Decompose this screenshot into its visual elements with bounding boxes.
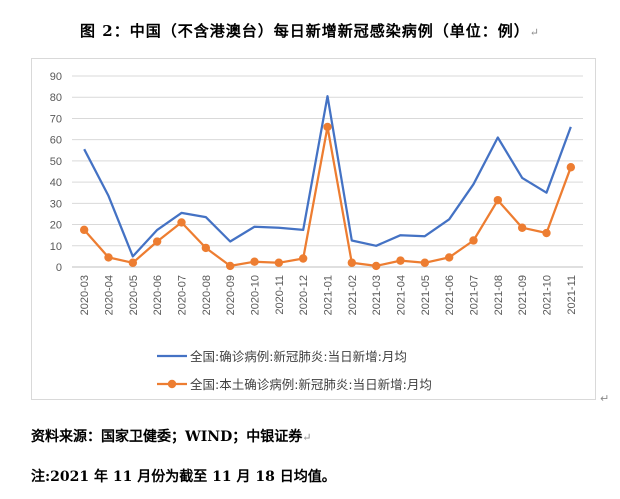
series-line-1	[83, 95, 572, 258]
data-point	[371, 261, 381, 271]
x-tick-label: 2021-03	[371, 275, 383, 315]
data-point	[274, 258, 284, 267]
data-point	[298, 254, 308, 263]
x-tick-label: 2020-12	[298, 275, 310, 315]
x-tick-label: 2021-10	[542, 275, 554, 315]
x-tick-label: 2021-06	[444, 275, 456, 315]
y-tick-label: 80	[50, 92, 62, 104]
data-point	[347, 258, 357, 267]
figure-title: 图 2：中国（不含港澳台）每日新增新冠感染病例（单位：例）↵	[80, 22, 540, 40]
series-group	[79, 95, 576, 271]
y-axis-ticks: 0 10 20 30 40 50 60 70 80 90	[50, 71, 62, 274]
x-tick-label: 2021-05	[420, 275, 432, 315]
x-tick-label: 2020-09	[225, 275, 237, 315]
chart-frame	[31, 58, 596, 400]
paragraph-mark: ↵	[600, 392, 610, 405]
data-point	[104, 253, 113, 262]
x-tick-label: 2021-08	[493, 275, 505, 315]
data-point	[79, 225, 89, 235]
x-tick-label: 2020-06	[152, 275, 164, 315]
x-tick-label: 2021-11	[566, 275, 578, 315]
x-tick-label: 2021-09	[517, 275, 529, 315]
data-point	[517, 223, 527, 232]
x-tick-label: 2020-07	[177, 275, 189, 315]
data-point	[469, 236, 478, 245]
data-point	[250, 257, 259, 266]
data-point	[396, 256, 405, 265]
y-tick-label: 0	[56, 262, 62, 274]
data-point	[493, 195, 503, 205]
data-point	[201, 243, 211, 253]
y-tick-label: 70	[50, 113, 62, 125]
legend-label-2: 全国:本土确诊病例:新冠肺炎:当日新增:月均	[190, 377, 432, 392]
legend-label-1: 全国:确诊病例:新冠肺炎:当日新增:月均	[190, 349, 407, 364]
x-tick-label: 2021-02	[347, 275, 359, 315]
x-tick-label: 2020-10	[250, 275, 262, 315]
data-point	[177, 218, 186, 227]
data-point	[420, 258, 430, 267]
x-tick-label: 2020-08	[201, 275, 213, 315]
data-point	[444, 253, 454, 262]
y-tick-label: 10	[50, 241, 62, 253]
x-tick-label: 2021-01	[323, 275, 335, 315]
data-point	[542, 228, 551, 238]
data-point	[152, 237, 162, 246]
y-tick-label: 30	[50, 198, 62, 210]
x-axis-ticks: 2020-03 2020-04 2020-05 2020-06 2020-07 2020-…	[79, 275, 578, 315]
y-tick-label: 20	[50, 220, 62, 232]
y-tick-label: 90	[50, 71, 62, 83]
y-tick-label: 60	[50, 135, 62, 147]
x-tick-label: 2020-03	[79, 275, 91, 315]
x-tick-label: 2020-04	[104, 275, 116, 315]
legend-marker	[167, 379, 177, 389]
y-tick-label: 40	[50, 177, 62, 189]
y-tick-label: 50	[50, 156, 62, 168]
data-point	[225, 261, 235, 271]
x-tick-label: 2021-04	[396, 275, 408, 315]
legend: 全国:确诊病例:新冠肺炎:当日新增:月均全国:本土确诊病例:新冠肺炎:当日新增:…	[157, 349, 432, 392]
footnote: 注:2021 年 11 月份为截至 11 月 18 日均值。	[31, 469, 336, 485]
data-point	[323, 122, 332, 132]
x-tick-label: 2020-05	[128, 275, 140, 315]
data-point	[128, 258, 138, 267]
x-tick-label: 2020-11	[274, 275, 286, 315]
data-point	[566, 163, 576, 172]
source-note: 资料来源：国家卫健委；WIND；中银证券↵	[31, 429, 312, 445]
x-tick-label: 2021-07	[469, 275, 481, 315]
